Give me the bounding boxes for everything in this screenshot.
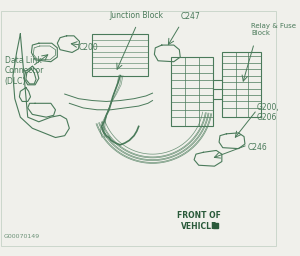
Text: FRONT OF
VEHICLE: FRONT OF VEHICLE <box>177 211 221 231</box>
Text: Data Link
Connector
(DLC): Data Link Connector (DLC) <box>4 56 44 86</box>
Text: C247: C247 <box>180 12 200 21</box>
Bar <box>92 34 148 76</box>
Text: Junction Block: Junction Block <box>110 11 164 20</box>
Text: C200: C200 <box>79 43 98 52</box>
Text: G200,
G206: G200, G206 <box>257 103 280 122</box>
Bar <box>171 57 213 126</box>
Text: C246: C246 <box>248 143 268 152</box>
Text: G00070149: G00070149 <box>4 234 40 239</box>
Bar <box>222 52 261 117</box>
Text: Relay & Fuse
Block: Relay & Fuse Block <box>251 23 296 36</box>
Bar <box>213 222 218 228</box>
